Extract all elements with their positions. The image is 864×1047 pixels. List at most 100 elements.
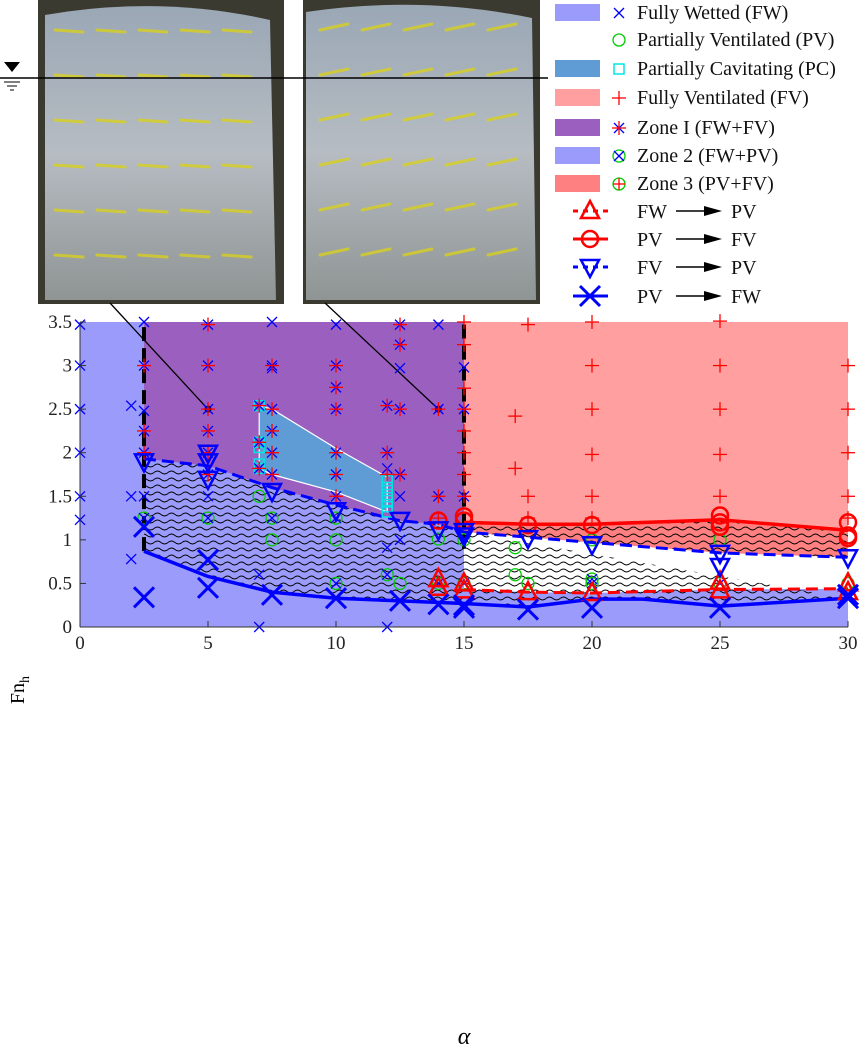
- legend-marker-triangle-up: [578, 198, 602, 220]
- data-point-asterisk: [457, 489, 471, 504]
- legend-marker-big-circle: [580, 229, 600, 249]
- data-point-big-circle: [429, 511, 448, 530]
- data-point-square: [381, 488, 393, 501]
- data-point-big-x: [132, 515, 156, 538]
- data-point-asterisk: [137, 358, 151, 373]
- marker-big-circle: [580, 229, 600, 249]
- data-point-big-x: [836, 587, 860, 610]
- marker-stroke: [394, 362, 406, 374]
- photo-callout-line: [324, 302, 439, 410]
- marker-triangle-down: [708, 544, 732, 566]
- legend-swatch: [555, 89, 600, 106]
- data-point-asterisk: [137, 423, 151, 438]
- marker-stroke: [196, 576, 220, 599]
- series-asterisk: [137, 317, 471, 504]
- data-point-plus: [585, 489, 599, 504]
- marker-circle: [329, 511, 343, 525]
- photo-callout-line: [109, 302, 209, 410]
- marker-triangle-up: [452, 577, 476, 599]
- marker-triangle-up: [708, 577, 732, 599]
- data-point-asterisk: [137, 445, 151, 460]
- data-point-triangle-down: [580, 535, 604, 557]
- data-point-circle: [508, 541, 522, 555]
- data-point-x: [432, 319, 444, 331]
- marker-circle: [393, 576, 407, 591]
- flow-streak: [318, 22, 350, 32]
- marker-triangle-down: [260, 482, 284, 504]
- data-point-triangle-down: [836, 549, 860, 570]
- data-point-x: [381, 542, 393, 554]
- flow-streak: [179, 208, 211, 214]
- data-point-x: [266, 316, 278, 328]
- legend-transition: PV FW: [573, 284, 761, 308]
- flow-streak: [486, 22, 518, 32]
- data-point-triangle-down: [196, 470, 220, 492]
- marker-circle: [508, 541, 522, 555]
- data-point-circle-x: [380, 568, 394, 582]
- data-point-triangle-down: [132, 453, 156, 475]
- marker-triangle-down: [388, 511, 412, 533]
- legend-from: PV: [637, 286, 663, 308]
- legend-item: Zone I (FW+FV): [555, 117, 775, 139]
- data-point-plus: [713, 314, 727, 329]
- legend-transition: PV FV: [573, 229, 757, 251]
- legend-label: Zone I (FW+FV): [637, 117, 775, 139]
- y-tick-label: 2.5: [48, 399, 72, 420]
- data-point-asterisk: [380, 398, 395, 413]
- flow-streak: [53, 118, 85, 124]
- flow-streak: [179, 163, 211, 169]
- y-tick-label: 1.5: [48, 486, 72, 507]
- curve-fw-to-pv: [463, 587, 849, 595]
- flow-streak: [95, 253, 127, 259]
- x-tick-label: 10: [327, 633, 346, 654]
- legend-from: FV: [637, 257, 663, 279]
- legend-to: PV: [731, 201, 757, 223]
- data-point-x: [138, 490, 150, 502]
- hatch-zone-3: [464, 519, 848, 558]
- marker-stroke: [125, 490, 137, 502]
- flow-streak: [179, 28, 211, 34]
- flow-streak: [179, 118, 211, 124]
- legend-item: Fully Ventilated (FV): [555, 87, 809, 109]
- legend-to: FW: [731, 286, 761, 308]
- data-point-asterisk: [265, 358, 279, 373]
- marker-triangle-down: [452, 522, 476, 544]
- flow-streak: [360, 67, 392, 77]
- data-point-circle: [329, 533, 343, 547]
- flow-streak: [402, 112, 434, 122]
- legend-to: PV: [731, 257, 757, 279]
- marker-triangle-up: [580, 580, 604, 602]
- marker-circle: [380, 568, 394, 582]
- y-tick-label: 0.5: [48, 573, 72, 594]
- marker-circle: [585, 576, 599, 591]
- flow-streak: [95, 208, 127, 214]
- data-point-plus: [508, 461, 523, 476]
- data-point-big-x: [516, 598, 540, 621]
- legend-swatch: [555, 147, 600, 164]
- marker-triangle-up: [708, 569, 732, 590]
- marker-stroke: [586, 573, 598, 585]
- marker-circle: [508, 568, 522, 582]
- x-tick-label: 15: [455, 633, 474, 654]
- legend-label: Partially Cavitating (PC): [637, 58, 836, 80]
- flow-streak: [360, 202, 392, 212]
- legend-from: FW: [637, 201, 667, 223]
- x-axis-label: α: [458, 1024, 471, 1047]
- data-point-x: [394, 362, 406, 374]
- flow-streak: [221, 208, 253, 214]
- legend-marker-triangle-down: [578, 258, 602, 280]
- flow-streak: [137, 253, 169, 259]
- data-point-asterisk: [457, 402, 471, 417]
- marker-stroke: [196, 548, 220, 571]
- y-tick-label: 3: [63, 356, 73, 377]
- data-point-big-x: [196, 576, 220, 599]
- marker-stroke: [132, 515, 156, 538]
- legend-item: Partially Ventilated (PV): [612, 29, 834, 51]
- marker-stroke: [708, 596, 732, 619]
- flow-streak: [444, 112, 476, 122]
- legend-marker-circle: [612, 33, 626, 47]
- y-axis-label-sub: h: [18, 676, 33, 683]
- marker-circle: [612, 33, 626, 47]
- legend-arrow-head: [704, 234, 722, 244]
- data-point-big-x: [196, 548, 220, 571]
